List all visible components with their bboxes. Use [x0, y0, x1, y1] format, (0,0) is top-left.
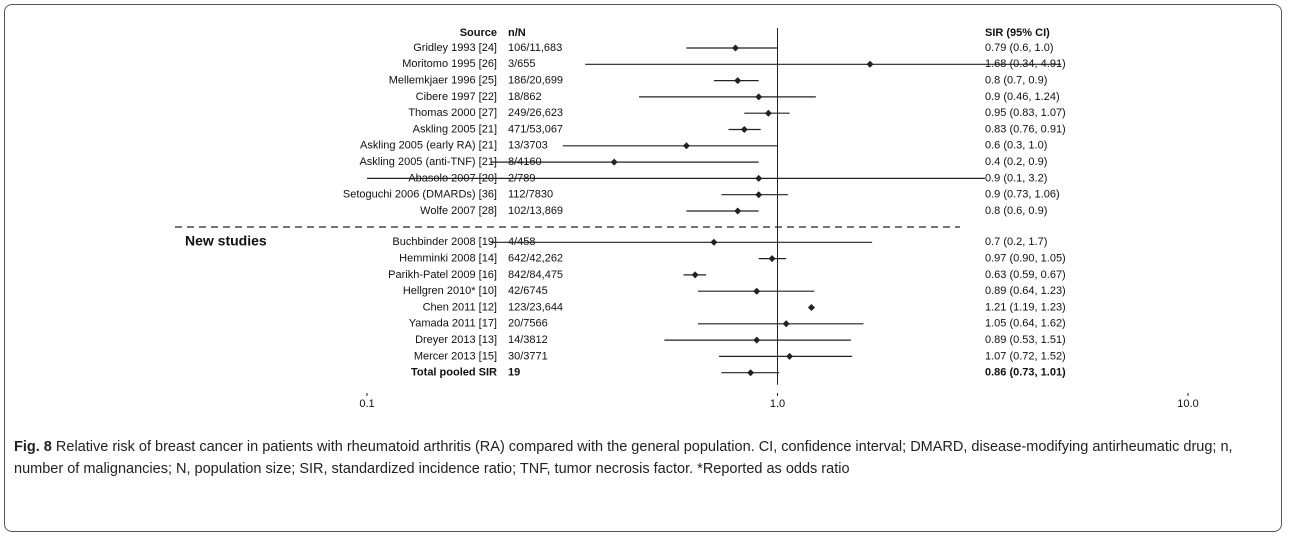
- estimate-marker: [782, 320, 790, 328]
- source-label: Moritomo 1995 [26]: [402, 58, 497, 70]
- source-label: Hemminki 2008 [14]: [399, 253, 497, 265]
- estimate-marker: [807, 304, 815, 311]
- estimate-marker: [734, 77, 742, 85]
- source-label: Gridley 1993 [24]: [413, 42, 497, 54]
- source-label: Parikh-Patel 2009 [16]: [388, 269, 497, 281]
- estimate-marker: [747, 369, 755, 377]
- source-label: Hellgren 2010* [10]: [403, 285, 497, 297]
- value-label: 0.7 (0.2, 1.7): [985, 236, 1047, 248]
- n-label: 3/655: [508, 58, 536, 70]
- n-label: 471/53,067: [508, 123, 563, 135]
- header-source: Source: [460, 27, 497, 39]
- chart: Source n/N SIR (95% CI) New studies 0.1 1…: [175, 27, 1199, 410]
- x-tick-label: 1.0: [770, 398, 785, 410]
- estimate-marker: [682, 142, 690, 150]
- value-label: 0.4 (0.2, 0.9): [985, 156, 1047, 168]
- value-label: 0.8 (0.6, 0.9): [985, 205, 1047, 217]
- value-label: 1.07 (0.72, 1.52): [985, 350, 1066, 362]
- source-label: Yamada 2011 [17]: [409, 318, 497, 330]
- n-label: 19: [508, 367, 520, 379]
- value-label: 0.97 (0.90, 1.05): [985, 253, 1066, 265]
- source-label: Askling 2005 [21]: [413, 123, 497, 135]
- value-label: 0.6 (0.3, 1.0): [985, 140, 1047, 152]
- value-label: 0.9 (0.46, 1.24): [985, 91, 1060, 103]
- caption-text: Relative risk of breast cancer in patien…: [14, 439, 1233, 477]
- estimate-marker: [740, 126, 748, 133]
- value-label: 0.9 (0.1, 3.2): [985, 172, 1047, 184]
- value-label: 0.79 (0.6, 1.0): [985, 42, 1054, 54]
- n-label: 249/26,623: [508, 107, 563, 119]
- x-tick-label: 10.0: [1177, 398, 1198, 410]
- estimate-marker: [764, 109, 772, 117]
- n-label: 20/7566: [508, 318, 548, 330]
- estimate-marker: [731, 44, 739, 52]
- caption-label: Fig. 8: [14, 439, 52, 455]
- group-label: New studies: [185, 233, 267, 249]
- n-label: 123/23,644: [508, 301, 563, 313]
- estimate-marker: [866, 60, 874, 68]
- value-label: 0.63 (0.59, 0.67): [985, 269, 1066, 281]
- estimate-marker: [753, 336, 761, 344]
- source-label: Cibere 1997 [22]: [416, 91, 497, 103]
- source-label: Askling 2005 (early RA) [21]: [360, 140, 497, 152]
- source-label: Mellemkjaer 1996 [25]: [389, 75, 497, 87]
- value-label: 0.83 (0.76, 0.91): [985, 123, 1066, 135]
- value-label: 1.05 (0.64, 1.62): [985, 318, 1066, 330]
- value-label: 0.89 (0.53, 1.51): [985, 334, 1066, 346]
- estimate-marker: [786, 352, 794, 360]
- n-label: 14/3812: [508, 334, 548, 346]
- source-label: Total pooled SIR: [411, 367, 497, 379]
- n-label: 42/6745: [508, 285, 548, 297]
- value-label: 0.95 (0.83, 1.07): [985, 107, 1066, 119]
- caption: Fig. 8 Relative risk of breast cancer in…: [14, 436, 1264, 480]
- n-label: 112/7830: [508, 189, 553, 201]
- source-label: Buchbinder 2008 [19]: [392, 236, 497, 248]
- source-label: Chen 2011 [12]: [423, 301, 497, 313]
- estimate-marker: [755, 93, 763, 101]
- estimate-marker: [753, 287, 761, 295]
- frame: [4, 4, 1282, 532]
- source-label: Setoguchi 2006 (DMARDs) [36]: [343, 189, 497, 201]
- n-label: 186/20,699: [508, 75, 563, 87]
- source-label: Askling 2005 (anti-TNF) [21]: [359, 156, 497, 168]
- n-label: 642/42,262: [508, 253, 563, 265]
- source-label: Thomas 2000 [27]: [408, 107, 497, 119]
- source-label: Dreyer 2013 [13]: [415, 334, 497, 346]
- n-label: 18/862: [508, 91, 542, 103]
- header-n: n/N: [508, 27, 526, 39]
- value-label: 0.8 (0.7, 0.9): [985, 75, 1047, 87]
- source-label: Wolfe 2007 [28]: [420, 205, 497, 217]
- value-label: 0.89 (0.64, 1.23): [985, 285, 1066, 297]
- x-tick-label: 0.1: [359, 398, 374, 410]
- estimate-marker: [755, 191, 763, 199]
- estimate-marker: [610, 158, 618, 166]
- estimate-marker: [691, 271, 699, 279]
- header-sir: SIR (95% CI): [985, 27, 1050, 39]
- estimate-marker: [755, 174, 763, 182]
- n-label: 842/84,475: [508, 269, 563, 281]
- value-label: 1.21 (1.19, 1.23): [985, 301, 1066, 313]
- n-label: 102/13,869: [508, 205, 563, 217]
- n-label: 106/11,683: [508, 42, 562, 54]
- value-label: 0.9 (0.73, 1.06): [985, 189, 1060, 201]
- estimate-marker: [768, 255, 776, 263]
- estimate-marker: [734, 207, 742, 215]
- n-label: 30/3771: [508, 350, 548, 362]
- value-label: 0.86 (0.73, 1.01): [985, 367, 1066, 379]
- estimate-marker: [710, 238, 718, 246]
- n-label: 13/3703: [508, 140, 548, 152]
- source-label: Mercer 2013 [15]: [414, 350, 497, 362]
